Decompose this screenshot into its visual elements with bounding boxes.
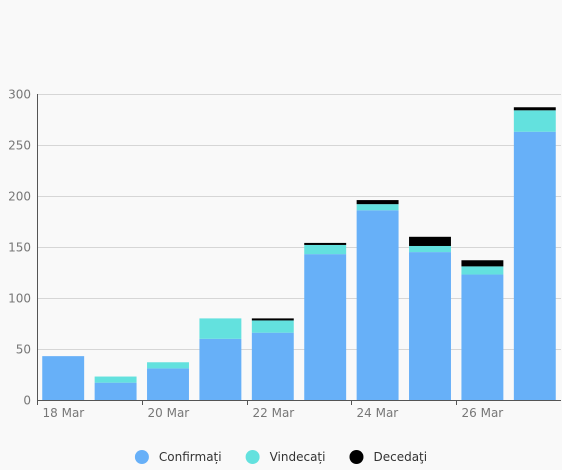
bar-segment (199, 338, 242, 400)
y-tick-label: 100 (8, 292, 31, 306)
y-tick-label: 250 (8, 139, 31, 153)
bar-segment (94, 382, 137, 400)
legend-label: Decedaţi (373, 450, 427, 464)
axes-group: 0 50 100 150 200 250 300 18 Mar 20 Mar 22 Mar 24 M… (8, 88, 561, 420)
bar-segment (251, 320, 294, 333)
bar-segment (461, 266, 504, 275)
x-tick-label: 26 Mar (462, 406, 504, 420)
y-tick-label: 150 (8, 241, 31, 255)
bar-segment (304, 244, 347, 255)
bar-segment (513, 110, 556, 132)
legend-swatch (134, 450, 149, 464)
legend-swatch (349, 450, 364, 464)
y-tick-label: 50 (16, 343, 31, 357)
x-tick-label: 22 Mar (253, 406, 295, 420)
bar-segment (356, 210, 399, 400)
bar-segment (199, 318, 242, 339)
bar-segment (251, 318, 294, 321)
bar-segment (147, 368, 189, 400)
bar-segment (513, 107, 556, 111)
bar-segment (356, 200, 399, 205)
legend: Confirmați Vindecați Decedaţi (134, 450, 427, 464)
bar-segment (461, 274, 504, 400)
x-tick-label: 20 Mar (148, 406, 190, 420)
bar-segment (409, 245, 451, 253)
bar-segment (42, 356, 85, 400)
y-tick-label: 0 (23, 394, 31, 408)
bar-segment (251, 332, 294, 400)
bar-segment (461, 260, 504, 267)
bar-segment (356, 204, 399, 211)
bar-segment (513, 131, 556, 401)
bar-segment (94, 376, 137, 383)
bar-segment (147, 362, 189, 369)
x-tick-label: 24 Mar (357, 406, 399, 420)
bar-segment (304, 242, 347, 245)
y-tick-label: 300 (8, 88, 31, 102)
x-tick-label: 18 Mar (43, 406, 85, 420)
bar-segment (304, 254, 347, 400)
bars-group (42, 107, 556, 401)
legend-label: Confirmați (159, 450, 222, 464)
bar-segment (409, 236, 451, 246)
legend-swatch (245, 450, 260, 464)
bar-segment (409, 252, 451, 400)
y-tick-label: 200 (8, 190, 31, 204)
legend-label: Vindecați (270, 450, 326, 464)
